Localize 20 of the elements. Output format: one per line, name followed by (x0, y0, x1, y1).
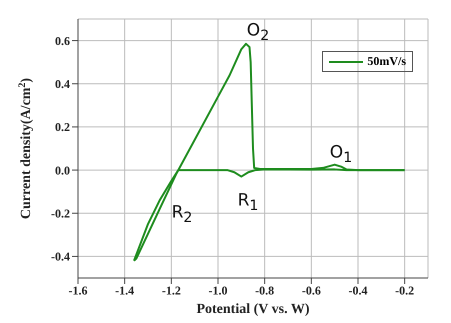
annotation: O$_{2}$ (246, 20, 270, 44)
annotation: R$_{1}$ (238, 190, 258, 214)
y-tick-label: 0.0 (55, 163, 70, 178)
y-tick-label: 0.2 (55, 120, 70, 134)
x-tick-label: -0.2 (395, 284, 414, 298)
y-tick-label: 0.4 (55, 77, 70, 92)
x-axis-title: Potential (V vs. W) (196, 302, 310, 317)
x-tick-label: -1.0 (208, 284, 228, 298)
annotation: O$_{1}$ (330, 142, 352, 166)
x-tick-label: -1.4 (115, 284, 134, 298)
y-tick-label: -0.4 (51, 250, 70, 264)
x-tick-label: -0.6 (302, 284, 321, 298)
annotation: R$_{2}$ (172, 202, 192, 226)
y-tick-label: -0.2 (51, 206, 70, 221)
x-tick-label: -0.4 (348, 284, 368, 298)
y-tick-label: 0.6 (55, 34, 70, 48)
x-tick-label: -0.8 (255, 284, 274, 298)
x-tick-label: -1.6 (68, 284, 88, 298)
x-tick-label: -1.2 (162, 284, 181, 298)
legend-label: 50mV/s (367, 54, 406, 69)
